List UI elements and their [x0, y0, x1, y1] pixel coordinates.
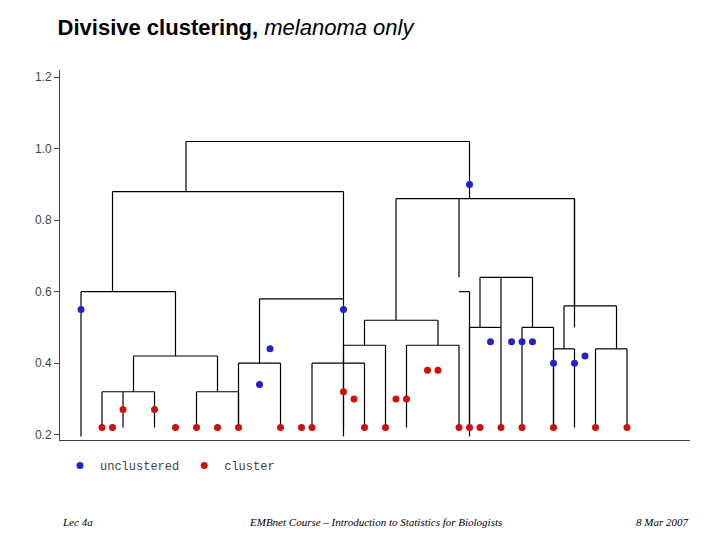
- svg-text:1.2: 1.2: [35, 70, 52, 84]
- svg-text:Divisive clustering, melanoma: Divisive clustering, melanoma only: [58, 15, 416, 40]
- svg-text:EMBnet Course – Introduction t: EMBnet Course – Introduction to Statisti…: [249, 516, 502, 528]
- svg-text:0.6: 0.6: [35, 285, 52, 299]
- svg-text:0.4: 0.4: [35, 356, 52, 370]
- svg-text:0.8: 0.8: [35, 213, 52, 227]
- svg-text:0.2: 0.2: [35, 428, 52, 442]
- svg-text:unclustered: unclustered: [100, 460, 179, 474]
- svg-text:8 Mar 2007: 8 Mar 2007: [636, 516, 688, 528]
- svg-text:1.0: 1.0: [35, 142, 52, 156]
- svg-text:cluster: cluster: [224, 460, 274, 474]
- svg-text:Lec 4a: Lec 4a: [62, 516, 93, 528]
